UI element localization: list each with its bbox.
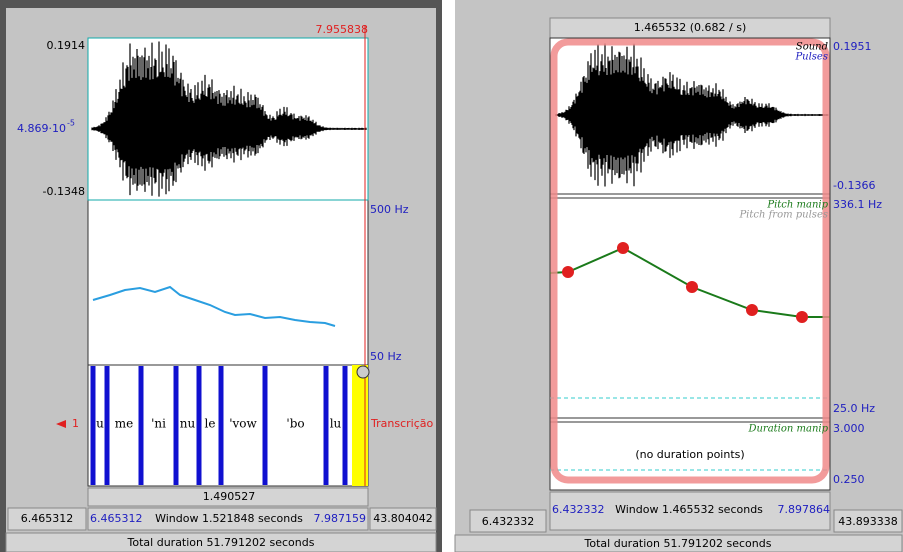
interval-label: 'vow <box>229 417 257 431</box>
cursor-handle <box>356 365 370 379</box>
selection-frame <box>550 38 830 484</box>
total-bar[interactable] <box>454 534 903 552</box>
boundary <box>104 366 110 485</box>
wave-panel <box>87 37 369 201</box>
tier-pointer <box>56 420 66 428</box>
interval-label: nu <box>180 417 196 431</box>
boundary <box>173 366 179 485</box>
sound-max: 0.1951 <box>833 40 872 53</box>
boundary <box>90 366 96 485</box>
selection-duration: 1.490527 <box>203 490 256 503</box>
pitch-point[interactable] <box>617 242 629 254</box>
left-titlebar <box>0 0 442 8</box>
visible-end-box[interactable] <box>369 507 437 531</box>
window-start: 6.432332 <box>552 503 605 516</box>
duration-min: 0.250 <box>833 473 865 486</box>
duration-label: Duration manip <box>747 424 828 435</box>
pitch-pulses-label: Pitch from pulses <box>738 210 828 221</box>
selection: 1.465532 (0.682 / s) <box>634 21 747 34</box>
selection-bar <box>87 487 369 507</box>
y-mid-exponent: -5 <box>67 119 75 128</box>
window-end: 7.987159 <box>314 512 367 525</box>
pitch-point[interactable] <box>746 304 758 316</box>
total-duration: Total duration 51.791202 seconds <box>127 536 315 549</box>
total-bar[interactable] <box>5 532 437 552</box>
pitch-max: 336.1 Hz <box>833 198 882 211</box>
boundary <box>196 366 202 485</box>
selection-highlight <box>352 365 368 486</box>
window-box[interactable] <box>549 491 831 531</box>
tier-boundaries <box>90 366 348 485</box>
left-frame <box>436 0 442 552</box>
pitch-label: Pitch manip <box>766 200 828 211</box>
window-label: Window 1.465532 seconds <box>615 503 763 516</box>
boundary <box>262 366 268 485</box>
visible-start-box[interactable] <box>7 507 87 531</box>
window-label: Window 1.521848 seconds <box>155 512 303 525</box>
interval-label: le <box>205 417 216 431</box>
window-end: 7.897864 <box>778 503 831 516</box>
visible-end-box[interactable] <box>833 509 903 533</box>
interval-label: 'ni <box>151 417 166 431</box>
interval-label: lu <box>330 417 342 431</box>
waveform <box>91 41 367 197</box>
interval-label: me <box>115 417 133 431</box>
pitch-min: 50 Hz <box>370 350 402 363</box>
duration-max: 3.000 <box>833 422 865 435</box>
sound-min: -0.1366 <box>833 179 875 192</box>
interval-label: u <box>96 417 104 431</box>
total-duration: Total duration 51.791202 seconds <box>584 537 772 550</box>
visible-start-box[interactable] <box>469 509 547 533</box>
window-box[interactable] <box>87 507 369 531</box>
pitch-curve <box>92 285 336 327</box>
visible-start: 6.465312 <box>21 512 74 525</box>
boundary <box>323 366 329 485</box>
y-mid: 4.869·10 <box>17 122 66 135</box>
window-start: 6.465312 <box>90 512 143 525</box>
visible-start: 6.432332 <box>482 515 535 528</box>
pitch-point[interactable] <box>796 311 808 323</box>
visible-end: 43.804042 <box>373 512 433 525</box>
duration-note: (no duration points) <box>635 448 744 461</box>
sound-label: Sound <box>796 42 828 53</box>
tier-number: 1 <box>72 417 79 430</box>
left-frame <box>0 0 6 552</box>
pitch-min: 25.0 Hz <box>833 402 875 415</box>
cursor-time: 7.955838 <box>316 23 369 36</box>
boundary <box>342 366 348 485</box>
y-max: 0.1914 <box>47 39 86 52</box>
boundary <box>138 366 144 485</box>
pitch-point[interactable] <box>686 281 698 293</box>
interval-label: 'bo <box>286 417 304 431</box>
pitch-max: 500 Hz <box>370 203 409 216</box>
tier-name: Transcrição <box>370 417 433 430</box>
visible-end: 43.893338 <box>838 515 898 528</box>
pitch-point[interactable] <box>562 266 574 278</box>
pitch-points <box>562 242 808 323</box>
boundary <box>218 366 224 485</box>
pulses-label: Pulses <box>794 52 828 63</box>
y-min: -0.1348 <box>43 185 85 198</box>
